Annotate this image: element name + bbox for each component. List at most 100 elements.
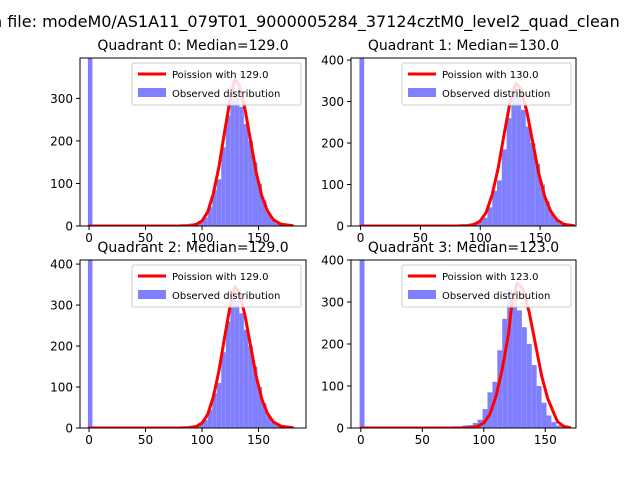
histogram-bar (212, 189, 217, 226)
y-tick-label: 300 (50, 299, 73, 313)
y-tick-label: 400 (50, 258, 73, 272)
legend-box (131, 62, 302, 106)
panel-title: Quadrant 1: Median=130.0 (368, 38, 559, 54)
histogram-bar (203, 217, 208, 226)
histogram-bar (257, 183, 262, 226)
legend-bar-swatch (138, 290, 166, 299)
histogram-bar (487, 207, 493, 226)
histogram-bar (266, 213, 271, 226)
x-tick-label: 100 (472, 433, 495, 447)
histogram-bar (261, 200, 267, 226)
histogram-bar (87, 58, 93, 226)
y-tick-label: 200 (50, 340, 73, 354)
histogram-bar (497, 350, 503, 428)
legend-bar-swatch (138, 88, 166, 97)
x-tick-label: 0 (357, 231, 365, 245)
histogram-bar (243, 123, 249, 226)
axes-frame (350, 57, 577, 227)
y-tick-label: 100 (50, 381, 73, 395)
y-tick-label: 400 (321, 254, 344, 268)
histogram-bar (261, 403, 267, 428)
histogram-bar (477, 221, 483, 226)
quadrant-3-panel: 0 50 100 150 0 100 200 300 400 Quadrant 3: Median… (321, 240, 577, 447)
histogram-bar (544, 201, 550, 226)
histogram-bar (207, 409, 213, 428)
x-tick-label: 150 (247, 433, 270, 447)
histogram-bar (512, 297, 517, 428)
histogram-bar (520, 109, 526, 226)
histogram-bar (549, 213, 555, 226)
legend-box (131, 264, 302, 308)
histogram-bar (203, 419, 208, 428)
histogram-bar (266, 415, 271, 428)
histogram-bar (516, 310, 522, 428)
histogram-bar (531, 365, 537, 428)
x-tick-label: 0 (85, 433, 93, 447)
legend-box (401, 62, 572, 106)
histogram-bar (521, 327, 527, 428)
quadrant-2-panel: 0 50 100 150 0 100 200 300 400 Quadrant 2: Median… (50, 240, 307, 447)
histogram-bar (492, 381, 498, 428)
histogram-bar (248, 346, 253, 428)
histogram-bar (270, 220, 276, 226)
y-tick-label: 0 (336, 422, 344, 436)
y-tick-label: 300 (321, 95, 344, 109)
histogram-bar (551, 422, 557, 428)
histogram-bar (530, 143, 536, 226)
histogram-bar (257, 387, 262, 428)
x-tick-label: 100 (469, 231, 492, 245)
histogram-bar (541, 402, 547, 428)
histogram-bar (234, 94, 240, 226)
y-tick-label: 0 (336, 220, 344, 234)
histogram-bar (252, 162, 258, 226)
y-tick-label: 0 (65, 422, 73, 436)
quadrant-0-panel: 0 50 100 150 0 100 200 300 Quadrant 0: Median=12… (50, 38, 307, 245)
figure-suptitle: n file: modeM0/AS1A11_079T01_9000005284_… (0, 12, 620, 32)
y-tick-label: 300 (50, 92, 73, 106)
histogram-bar (511, 89, 517, 226)
histogram-bar (507, 289, 513, 428)
histogram-bar (536, 386, 542, 428)
plot-area (359, 58, 576, 226)
histogram-bar (516, 97, 521, 226)
y-tick-label: 200 (321, 338, 344, 352)
histogram-bar (225, 115, 231, 226)
histogram-bar (221, 147, 226, 226)
x-tick-label: 0 (85, 231, 93, 245)
histogram-bar (501, 149, 507, 226)
histogram-bar (546, 415, 552, 428)
histogram-bar (492, 190, 498, 226)
x-tick-label: 150 (534, 433, 557, 447)
y-tick-label: 200 (50, 134, 73, 148)
histogram-bar (216, 179, 222, 226)
histogram-bar (359, 260, 365, 428)
axes-frame (79, 259, 307, 429)
histogram-bar (556, 425, 562, 428)
histogram-bar (535, 163, 541, 226)
x-tick-label: 50 (138, 433, 153, 447)
panel-title: Quadrant 3: Median=123.0 (368, 240, 559, 256)
histogram-bar (270, 422, 276, 428)
histogram-bar (525, 126, 531, 226)
legend-label: Observed distribution (172, 89, 280, 100)
histogram-bar (248, 140, 253, 226)
y-tick-label: 100 (50, 177, 73, 191)
legend: Poission with 130.0 Observed distribution (401, 62, 572, 106)
panel-title: Quadrant 2: Median=129.0 (97, 240, 288, 256)
histogram-bar (559, 223, 565, 226)
x-tick-label: 50 (138, 231, 153, 245)
axes-frame (79, 57, 307, 227)
histogram-bar (243, 329, 249, 428)
histogram-bar (540, 184, 545, 226)
x-tick-label: 50 (413, 231, 428, 245)
histogram-bar (87, 260, 93, 428)
legend-label: Poission with 129.0 (172, 272, 268, 283)
y-tick-label: 100 (321, 380, 344, 394)
histogram-bar (225, 321, 231, 428)
histogram-bar (198, 220, 204, 226)
histogram-bar (239, 313, 244, 428)
legend: Poission with 129.0 Observed distribution (131, 62, 302, 106)
x-tick-label: 50 (415, 433, 430, 447)
legend-label: Observed distribution (172, 291, 280, 302)
